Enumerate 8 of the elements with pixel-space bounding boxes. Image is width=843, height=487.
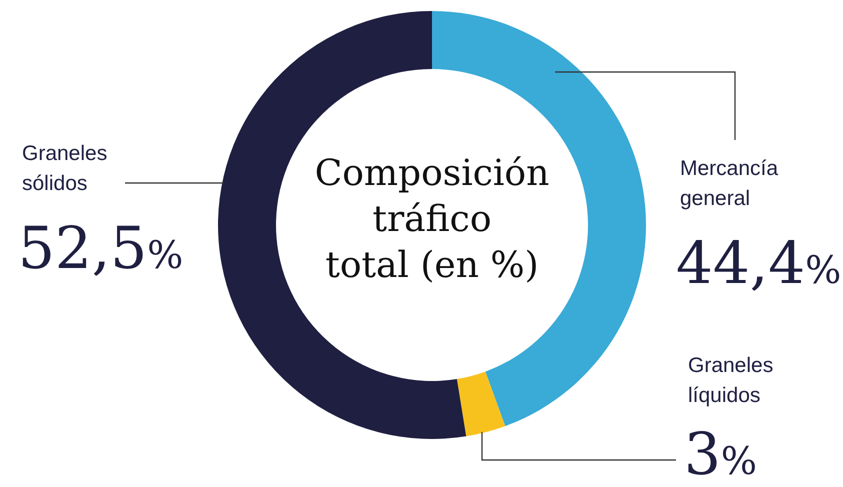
data-label: 3% — [684, 420, 758, 487]
text: Composición tráfico total (en %) — [314, 153, 550, 286]
slice-label: Graneles sólidos — [22, 142, 108, 195]
slice-label: Graneles líquidos — [688, 354, 774, 407]
data-label: 52,5% — [18, 214, 184, 282]
slice-label: Mercancía general — [680, 157, 778, 210]
data-label: 44,4% — [676, 229, 842, 297]
donut-slice — [456, 372, 506, 436]
